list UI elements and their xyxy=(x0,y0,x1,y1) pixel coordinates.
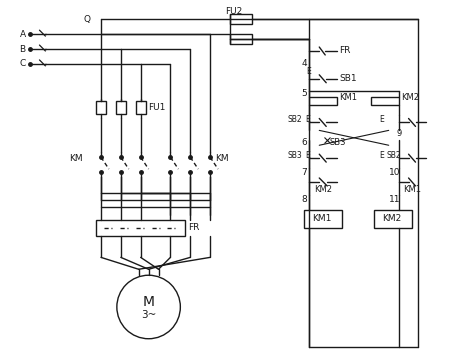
Text: KM: KM xyxy=(69,154,83,163)
Text: C: C xyxy=(20,59,26,68)
Text: KM1: KM1 xyxy=(339,93,357,102)
Text: 3~: 3~ xyxy=(141,310,156,320)
Text: SB3: SB3 xyxy=(288,151,302,160)
Text: E: E xyxy=(306,151,310,160)
Text: KM: KM xyxy=(215,154,229,163)
Circle shape xyxy=(117,275,180,339)
Text: KM2: KM2 xyxy=(382,214,401,223)
Text: KM1: KM1 xyxy=(312,214,332,223)
Text: 6: 6 xyxy=(302,138,307,147)
Bar xyxy=(96,101,106,115)
Text: FR: FR xyxy=(339,47,351,56)
Text: Q: Q xyxy=(83,15,90,24)
Text: E: E xyxy=(379,151,383,160)
Text: KM2: KM2 xyxy=(314,185,332,194)
Text: 11: 11 xyxy=(389,195,400,204)
Text: KM1: KM1 xyxy=(404,185,422,194)
Text: E: E xyxy=(306,67,311,76)
Bar xyxy=(309,96,337,105)
Text: 7: 7 xyxy=(302,168,307,177)
Bar xyxy=(374,210,412,227)
Bar xyxy=(96,220,185,236)
Text: E: E xyxy=(379,115,383,124)
Text: A: A xyxy=(20,30,26,39)
Text: E: E xyxy=(306,115,310,124)
Bar xyxy=(230,14,252,24)
Text: FU1: FU1 xyxy=(148,103,166,112)
Text: SB2: SB2 xyxy=(387,151,401,160)
Text: 10: 10 xyxy=(389,168,400,177)
Text: 8: 8 xyxy=(302,195,307,204)
Text: SB1: SB1 xyxy=(339,74,357,83)
Text: SB3: SB3 xyxy=(329,138,346,147)
Text: B: B xyxy=(20,44,26,53)
Text: 9: 9 xyxy=(396,129,402,138)
Text: 4: 4 xyxy=(302,59,307,68)
Bar xyxy=(304,210,342,227)
Text: SB2: SB2 xyxy=(288,115,302,124)
Bar xyxy=(230,34,252,44)
Bar xyxy=(136,101,146,115)
Bar xyxy=(116,101,126,115)
Text: 5: 5 xyxy=(302,89,307,98)
Text: M: M xyxy=(143,295,155,309)
Text: FR: FR xyxy=(188,223,200,232)
Bar xyxy=(371,96,399,105)
Text: FU2: FU2 xyxy=(225,7,242,16)
Text: KM2: KM2 xyxy=(401,93,419,102)
